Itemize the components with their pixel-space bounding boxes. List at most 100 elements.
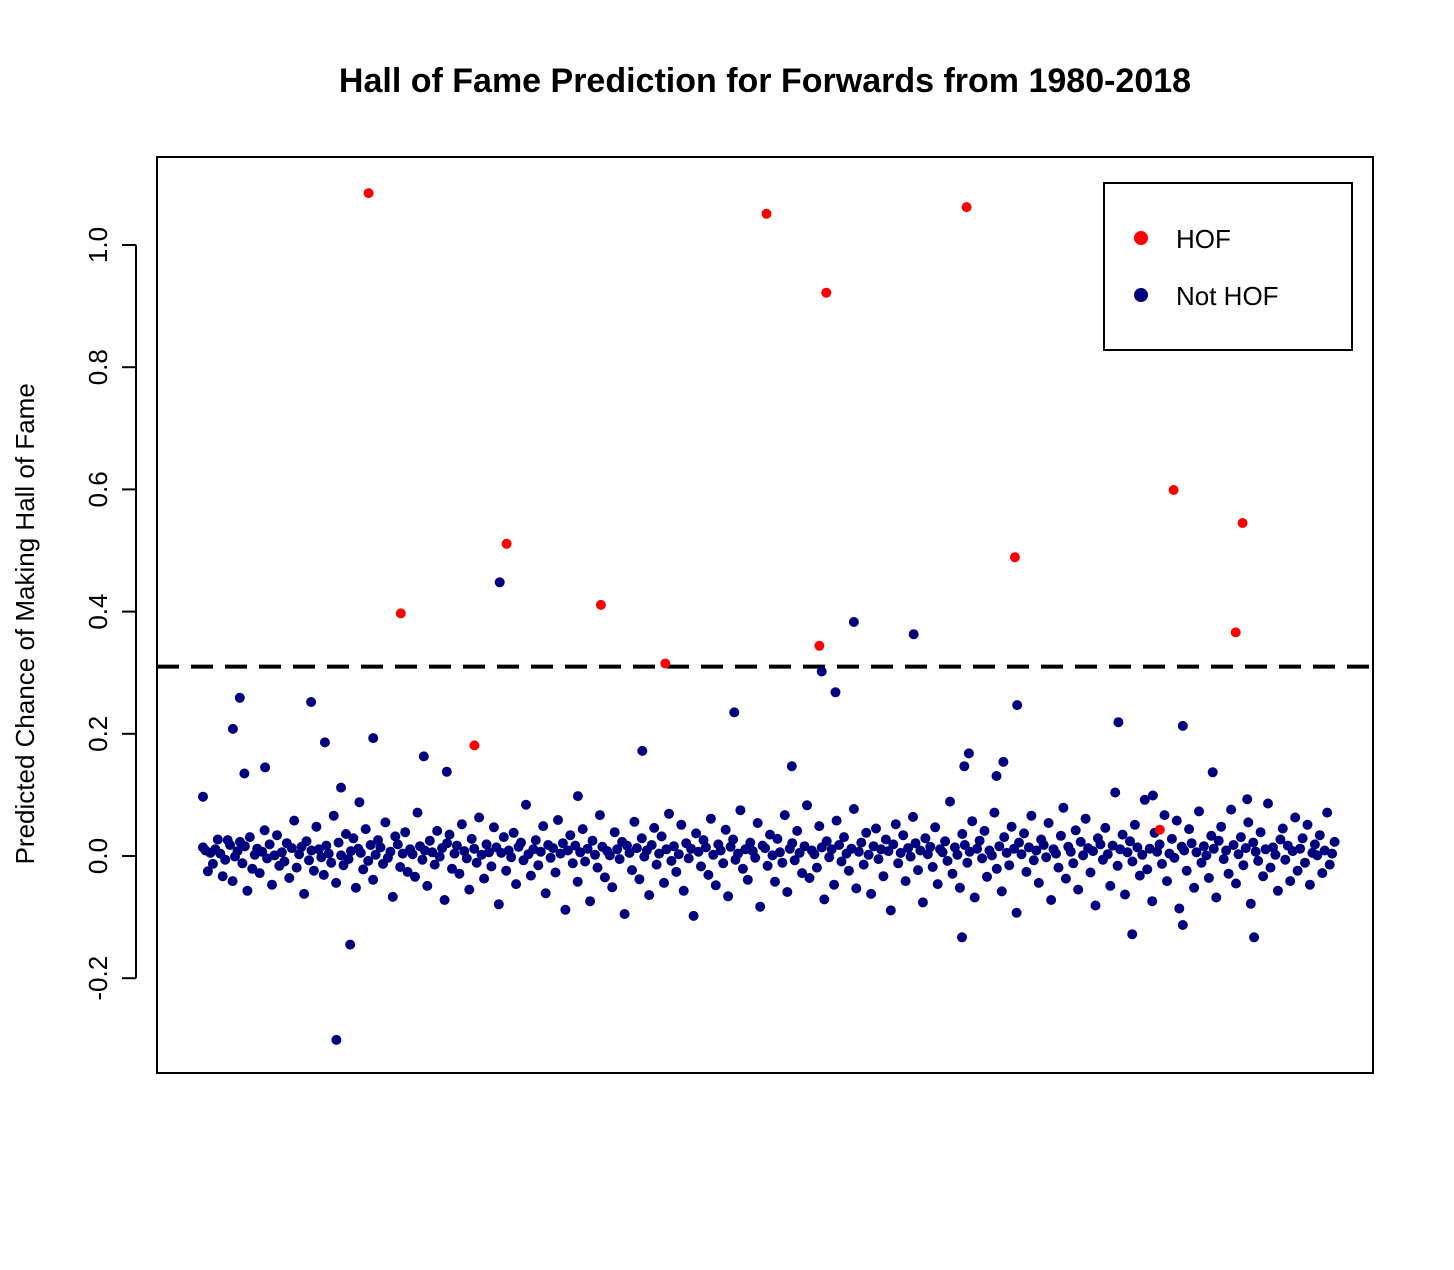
data-point-not-hof xyxy=(880,834,891,845)
data-point-not-hof xyxy=(355,847,366,858)
data-point-not-hof xyxy=(967,816,978,827)
data-point-not-hof xyxy=(750,852,761,863)
data-point-not-hof xyxy=(878,871,889,882)
data-point-hof xyxy=(761,208,772,219)
y-tick-label: 0.2 xyxy=(83,716,113,752)
data-point-not-hof xyxy=(402,866,413,877)
data-point-not-hof xyxy=(1179,845,1190,856)
data-point-not-hof xyxy=(242,885,253,896)
data-point-not-hof xyxy=(1242,794,1253,805)
data-point-not-hof xyxy=(202,866,213,877)
data-point-not-hof xyxy=(634,874,645,885)
data-point-not-hof xyxy=(239,768,250,779)
data-point-not-hof xyxy=(227,723,238,734)
data-point-not-hof xyxy=(755,901,766,912)
data-point-not-hof xyxy=(683,853,694,864)
data-point-not-hof xyxy=(900,876,911,887)
data-point-not-hof xyxy=(774,847,785,858)
data-point-not-hof xyxy=(493,899,504,910)
data-point-not-hof xyxy=(1327,848,1338,859)
data-point-not-hof xyxy=(247,863,258,874)
data-point-not-hof xyxy=(1122,847,1133,858)
data-point-not-hof xyxy=(1031,845,1042,856)
data-point-not-hof xyxy=(525,870,536,881)
data-point-not-hof xyxy=(1186,838,1197,849)
data-point-not-hof xyxy=(264,839,275,850)
data-point-not-hof xyxy=(557,838,568,849)
data-point-not-hof xyxy=(284,873,295,883)
data-point-not-hof xyxy=(637,745,648,756)
data-point-not-hof xyxy=(814,821,825,832)
data-point-not-hof xyxy=(1016,849,1027,860)
data-point-not-hof xyxy=(354,797,365,808)
data-point-not-hof xyxy=(963,748,974,759)
data-point-not-hof xyxy=(733,848,743,859)
data-point-not-hof xyxy=(461,853,472,864)
data-point-not-hof xyxy=(400,827,411,838)
data-point-not-hof xyxy=(856,837,867,848)
data-point-not-hof xyxy=(945,796,955,807)
data-point-not-hof xyxy=(1053,862,1064,873)
data-point-not-hof xyxy=(1046,895,1057,905)
data-point-not-hof xyxy=(418,751,429,762)
data-point-not-hof xyxy=(1105,880,1116,891)
data-point-not-hof xyxy=(866,888,877,899)
data-point-not-hof xyxy=(449,848,460,859)
data-point-not-hof xyxy=(1012,700,1023,711)
data-point-not-hof xyxy=(688,910,699,921)
data-point-not-hof xyxy=(1314,830,1325,841)
data-point-not-hof xyxy=(629,816,640,827)
data-point-not-hof xyxy=(345,939,356,950)
data-point-not-hof xyxy=(762,860,773,871)
data-point-not-hof xyxy=(321,840,332,851)
data-point-not-hof xyxy=(708,849,719,860)
data-point-not-hof xyxy=(819,894,830,905)
data-point-not-hof xyxy=(649,822,660,833)
data-point-not-hof xyxy=(319,737,330,748)
data-point-not-hof xyxy=(853,846,864,857)
data-point-not-hof xyxy=(1139,794,1150,805)
data-point-not-hof xyxy=(434,851,445,862)
data-point-not-hof xyxy=(1004,860,1015,871)
data-point-not-hof xyxy=(1292,865,1303,876)
y-tick-label: 0.0 xyxy=(83,838,113,874)
data-point-not-hof xyxy=(705,813,716,824)
data-point-not-hof xyxy=(272,830,282,841)
data-point-not-hof xyxy=(494,577,505,588)
data-point-not-hof xyxy=(696,861,706,872)
data-point-not-hof xyxy=(1166,833,1177,844)
data-point-not-hof xyxy=(1088,846,1098,857)
data-point-not-hof xyxy=(974,835,985,846)
data-point-not-hof xyxy=(577,824,588,835)
data-point-not-hof xyxy=(908,811,918,822)
data-point-not-hof xyxy=(466,833,477,844)
data-point-not-hof xyxy=(1021,866,1032,877)
data-point-not-hof xyxy=(765,829,775,840)
data-point-not-hof xyxy=(565,830,576,841)
data-point-not-hof xyxy=(644,890,655,901)
data-point-not-hof xyxy=(898,830,909,841)
data-point-not-hof xyxy=(863,849,874,860)
data-point-not-hof xyxy=(227,876,238,887)
data-point-not-hof xyxy=(1208,843,1219,854)
data-point-not-hof xyxy=(395,862,406,872)
data-point-not-hof xyxy=(915,845,926,856)
data-point-not-hof xyxy=(590,849,600,860)
data-point-not-hof xyxy=(607,882,618,893)
data-point-not-hof xyxy=(1255,827,1266,838)
data-point-not-hof xyxy=(1058,802,1069,813)
data-point-not-hof xyxy=(729,707,740,718)
data-point-not-hof xyxy=(1112,860,1123,871)
data-point-not-hof xyxy=(962,857,973,868)
data-point-not-hof xyxy=(1147,790,1158,801)
data-point-not-hof xyxy=(1043,818,1054,828)
data-point-not-hof xyxy=(276,847,287,858)
data-point-not-hof xyxy=(627,865,637,876)
data-point-not-hof xyxy=(1085,867,1096,878)
data-point-not-hof xyxy=(508,827,519,838)
data-point-not-hof xyxy=(1228,840,1239,850)
data-point-not-hof xyxy=(397,848,408,859)
data-point-not-hof xyxy=(1207,767,1218,778)
data-point-not-hof xyxy=(829,879,840,890)
data-point-not-hof xyxy=(703,869,714,880)
